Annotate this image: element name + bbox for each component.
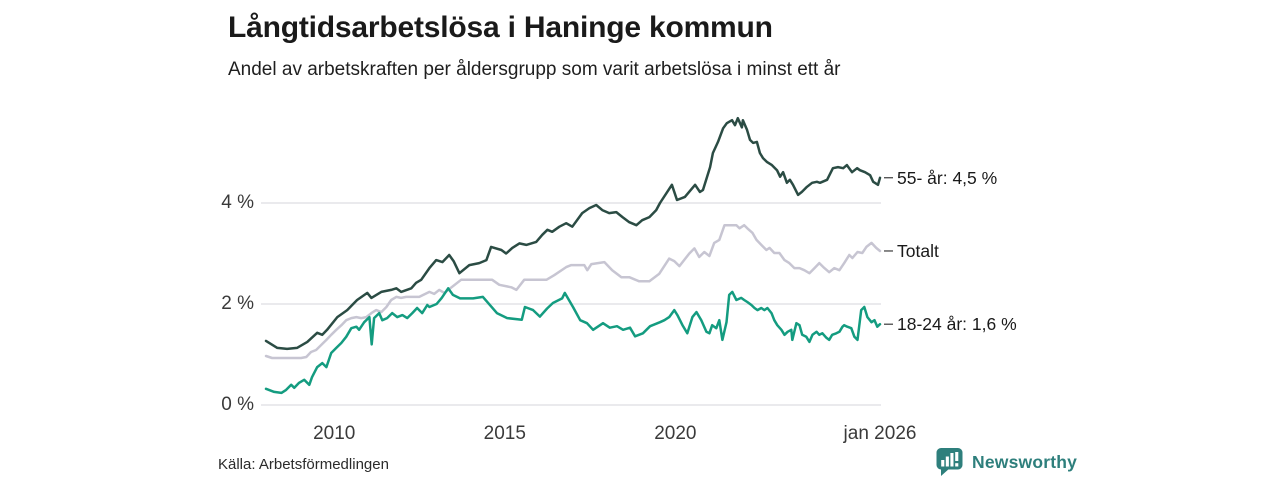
series-label-18-24-ar: 18-24 år: 1,6 %	[897, 314, 1017, 335]
chart-subtitle: Andel av arbetskraften per åldersgrupp s…	[228, 59, 841, 80]
series-label-totalt: Totalt	[897, 240, 939, 261]
brand-logo: Newsworthy	[936, 447, 1077, 477]
x-axis-tick-label: 2020	[654, 423, 697, 444]
series-line-18-24-ar	[264, 287, 882, 395]
x-axis-tick-label: 2015	[483, 423, 526, 444]
x-axis-tick-label: 2010	[313, 423, 356, 444]
series-line-totalt	[264, 223, 882, 360]
series-line-55-ar	[264, 116, 882, 351]
series-label-55-ar: 55- år: 4,5 %	[897, 167, 998, 188]
source-label: Källa: Arbetsförmedlingen	[218, 456, 389, 473]
y-axis-tick-label: 2 %	[221, 293, 254, 314]
y-axis-tick-label: 0 %	[221, 394, 254, 415]
chart-title: Långtidsarbetslösa i Haninge kommun	[228, 11, 773, 44]
newsworthy-logo-icon	[936, 448, 963, 476]
y-axis-tick-label: 4 %	[221, 192, 254, 213]
brand-wordmark: Newsworthy	[972, 451, 1078, 472]
x-axis-tick-label: jan 2026	[843, 423, 917, 444]
